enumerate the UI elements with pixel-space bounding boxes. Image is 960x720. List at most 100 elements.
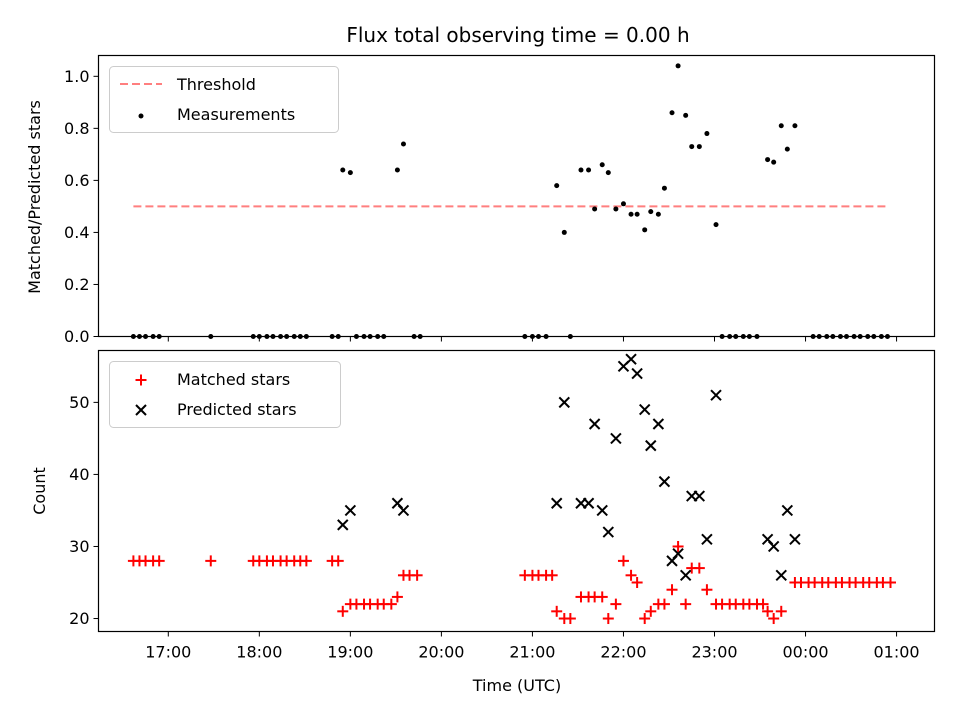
- matched-legend-marker: [135, 374, 147, 386]
- matched-star-point: [546, 569, 558, 581]
- measurement-point: [284, 334, 290, 339]
- top-legend-box: [109, 66, 339, 133]
- measurement-point: [830, 334, 836, 339]
- bottom-y-tick-label: 20: [69, 609, 89, 628]
- measurement-point: [561, 229, 567, 235]
- measurement-point: [754, 334, 760, 339]
- x-tick-label: 22:00: [600, 643, 646, 662]
- measurement-point: [592, 206, 598, 212]
- measurement-point: [605, 170, 611, 176]
- predicted-star-point-b: [550, 497, 563, 509]
- measurement-point: [628, 211, 634, 217]
- measurement-point: [522, 334, 528, 339]
- predicted-star-point: [596, 504, 608, 517]
- predicted-legend-marker: [135, 404, 147, 416]
- bottom-legend-box: [109, 361, 341, 428]
- predicted-star-point-b: [781, 504, 794, 517]
- bottom-plot-frame: [97, 349, 936, 633]
- measurement-point: [719, 334, 725, 339]
- predicted-star-point: [638, 403, 651, 416]
- predicted-star-point-b: [337, 519, 349, 531]
- predicted-star-point-b: [645, 439, 657, 452]
- measurement-point: [130, 334, 136, 339]
- predicted-star-point: [710, 389, 722, 401]
- matched-star-point: [385, 598, 397, 610]
- predicted-star-point-b: [701, 533, 713, 545]
- measurement-point: [792, 123, 798, 129]
- matched-star-point: [391, 591, 403, 603]
- matched-star-point: [631, 577, 643, 589]
- predicted-star-point: [652, 418, 665, 430]
- threshold-legend-label: Threshold: [176, 75, 256, 94]
- predicted-star-point-b: [582, 497, 595, 509]
- matched-star-point: [775, 605, 787, 617]
- measurement-point: [599, 162, 605, 168]
- bottom-y-tick-label: 30: [69, 537, 89, 556]
- predicted-star-point: [558, 396, 571, 409]
- predicted-star-point-b: [588, 418, 601, 430]
- x-axis-label: Time (UTC): [472, 676, 561, 695]
- predicted-star-point-b: [558, 396, 571, 409]
- predicted-star-point: [610, 432, 622, 445]
- measurement-point: [270, 334, 276, 339]
- bottom-x-axis: 17:00 18:00 19:00 20:00 21:00 22:00 23:00 00:00…: [145, 631, 920, 662]
- x-tick-label: 21:00: [509, 643, 555, 662]
- measurement-point: [361, 334, 367, 339]
- measurement-point: [824, 334, 830, 339]
- bottom-y-tick-label: 50: [69, 393, 89, 412]
- measurement-point: [683, 112, 689, 118]
- predicted-star-point: [658, 475, 671, 488]
- matched-star-point: [596, 591, 608, 603]
- predicted-star-point-b: [775, 569, 787, 582]
- predicted-legend-label: Predicted stars: [177, 400, 297, 419]
- top-y-axis: 0.0 0.2 0.4 0.6 0.8 1.0: [64, 67, 99, 346]
- measurement-point: [778, 123, 784, 129]
- measurement-point: [303, 334, 309, 339]
- matched-star-point: [205, 555, 217, 567]
- matched-legend-label: Matched stars: [177, 370, 290, 389]
- predicted-star-point-b: [710, 389, 722, 401]
- measurement-point: [613, 206, 619, 212]
- top-y-tick-label: 0.2: [64, 275, 89, 294]
- measurement-point: [543, 334, 549, 339]
- predicted-star-point: [550, 497, 563, 509]
- measurement-point: [394, 167, 400, 173]
- measurement-point: [689, 144, 695, 150]
- measurement-point: [586, 167, 592, 173]
- measurement-point: [375, 334, 381, 339]
- measurement-point: [871, 334, 877, 339]
- matched-star-point: [645, 605, 657, 617]
- predicted-star-point-b: [789, 533, 801, 545]
- matched-star-point: [300, 555, 312, 567]
- x-tick-label: 20:00: [418, 643, 464, 662]
- predicted-star-point: [679, 569, 692, 582]
- predicted-star-point: [602, 526, 615, 538]
- measurement-point: [675, 63, 681, 69]
- measurement-point: [620, 201, 626, 207]
- predicted-star-point: [672, 547, 684, 560]
- measurement-point: [567, 334, 573, 339]
- matched-star-point: [757, 598, 769, 610]
- matched-star-point: [639, 613, 651, 625]
- predicted-star-point: [693, 490, 706, 502]
- measurement-point: [844, 334, 849, 339]
- measurement-point: [536, 334, 541, 339]
- matched-star-point: [625, 569, 637, 581]
- measurement-point: [784, 146, 790, 152]
- bottom-y-axis-label: Count: [30, 467, 49, 515]
- measurement-point: [143, 334, 149, 339]
- predicted-star-point-b: [679, 569, 692, 582]
- predicted-star-point-b: [658, 475, 671, 488]
- measurement-point: [816, 334, 822, 339]
- measurement-point: [353, 334, 359, 339]
- x-tick-label: 19:00: [327, 643, 373, 662]
- measurement-point: [578, 167, 584, 173]
- predicted-star-point: [625, 353, 637, 365]
- measurement-point: [256, 334, 262, 339]
- predicted-legend-swatch: [135, 404, 147, 416]
- measurement-point: [648, 209, 654, 215]
- measurement-point: [208, 334, 214, 339]
- measurement-point: [865, 334, 871, 339]
- measurement-point: [810, 334, 816, 339]
